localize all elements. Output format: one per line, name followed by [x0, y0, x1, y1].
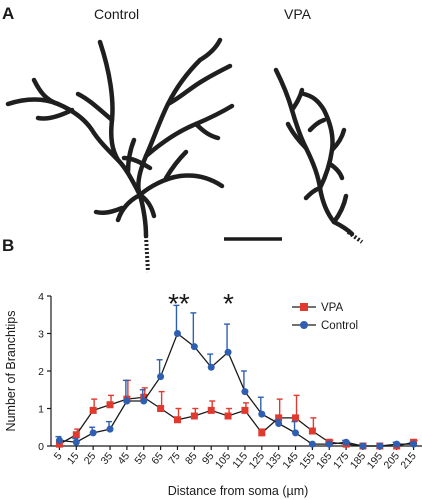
panel-a-letter: A — [2, 4, 14, 23]
data-point-control — [106, 425, 114, 433]
data-point-control — [325, 440, 333, 448]
data-point-vpa — [190, 412, 198, 420]
series-line-control — [59, 332, 414, 447]
legend-vpa-label: VPA — [321, 302, 343, 314]
data-point-control — [308, 440, 316, 448]
series-control — [55, 304, 418, 450]
data-point-control — [410, 440, 418, 448]
data-point-vpa — [292, 414, 300, 422]
vpa-condition-label: VPA — [284, 6, 312, 22]
data-point-vpa — [72, 431, 80, 439]
x-axis-label: Distance from soma (µm) — [168, 484, 309, 498]
series-layer — [55, 304, 418, 450]
series-vpa — [55, 379, 418, 450]
x-tick-label: 105 — [213, 450, 234, 471]
data-point-control — [140, 397, 148, 405]
x-tick-label: 45 — [115, 450, 132, 467]
chart-legend: VPA Control — [292, 302, 358, 332]
data-point-vpa — [224, 412, 232, 420]
y-tick-label: 3 — [38, 329, 44, 341]
legend-vpa-marker — [300, 303, 308, 311]
x-tick-label: 5 — [52, 450, 65, 462]
data-point-control — [258, 410, 266, 418]
x-tick-label: 185 — [348, 450, 369, 471]
x-tick-label: 55 — [132, 450, 149, 467]
data-point-vpa — [106, 401, 114, 409]
x-tick-label: 15 — [65, 450, 82, 467]
data-point-control — [376, 442, 384, 450]
vpa-neuron-tracing — [273, 67, 364, 244]
x-tick-label: 175 — [331, 450, 352, 471]
x-tick-label: 195 — [365, 450, 386, 471]
data-point-control — [123, 397, 131, 405]
x-tick-label: 145 — [280, 450, 301, 471]
control-neuron-tracing — [5, 37, 235, 273]
x-tick-label: 25 — [82, 450, 99, 467]
data-point-control — [207, 363, 215, 371]
x-tick-label: 75 — [166, 450, 183, 467]
y-tick-label: 1 — [38, 404, 44, 416]
x-tick-label: 215 — [398, 450, 419, 471]
x-tick-label: 165 — [314, 450, 335, 471]
data-point-control — [190, 343, 198, 351]
x-tick-label: 205 — [382, 450, 403, 471]
data-point-control — [224, 348, 232, 356]
y-tick-label: 4 — [38, 291, 44, 303]
data-point-control — [292, 429, 300, 437]
x-tick-label: 85 — [183, 450, 200, 467]
legend-control-marker — [300, 321, 308, 329]
legend-control-label: Control — [321, 320, 358, 332]
data-point-vpa — [258, 429, 266, 437]
data-point-vpa — [308, 427, 316, 435]
x-tick-label: 125 — [247, 450, 268, 471]
panel-b-letter: B — [2, 236, 14, 255]
data-point-control — [89, 429, 97, 437]
data-point-control — [359, 442, 367, 450]
data-point-vpa — [55, 440, 63, 448]
legend-item-vpa: VPA — [292, 302, 343, 314]
control-condition-label: Control — [94, 6, 139, 22]
significance-stars-75-85: ** — [168, 288, 190, 319]
x-tick-label: 135 — [263, 450, 284, 471]
data-point-control — [393, 440, 401, 448]
data-point-control — [55, 436, 63, 444]
data-point-vpa — [140, 393, 148, 401]
data-point-control — [241, 388, 249, 396]
x-tick-label: 155 — [297, 450, 318, 471]
series-line-vpa — [59, 396, 414, 447]
y-tick-label: 2 — [38, 366, 44, 378]
y-axis-label: Number of Branchtips — [4, 311, 18, 432]
legend-item-control: Control — [292, 320, 358, 332]
data-point-vpa — [275, 414, 283, 422]
x-tick-label: 115 — [230, 450, 250, 471]
data-point-control — [157, 373, 165, 381]
x-tick-label: 35 — [99, 450, 116, 467]
data-point-control — [342, 438, 350, 446]
data-point-control — [275, 420, 283, 427]
data-point-control — [173, 330, 181, 337]
data-point-vpa — [207, 406, 215, 414]
data-point-control — [72, 438, 80, 446]
data-point-vpa — [89, 406, 97, 414]
x-tick-label: 65 — [149, 450, 166, 467]
significance-star-105: * — [223, 288, 234, 319]
y-tick-label: 0 — [38, 441, 44, 453]
data-point-vpa — [241, 406, 249, 414]
data-point-vpa — [157, 405, 165, 412]
data-point-vpa — [173, 416, 181, 424]
